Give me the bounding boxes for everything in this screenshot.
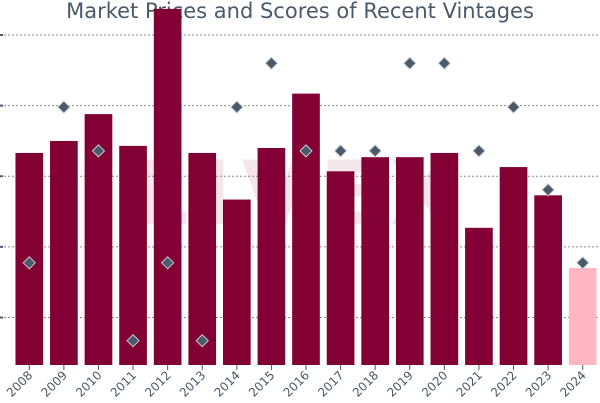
bar-2024 — [568, 268, 597, 365]
x-tick-label-2020: 2020 — [419, 368, 450, 399]
score-marker-2008 — [22, 256, 37, 270]
score-marker-2014 — [230, 100, 244, 114]
bar-2014 — [222, 199, 251, 365]
score-marker-2011 — [126, 333, 140, 348]
x-tick-label-2021: 2021 — [454, 368, 485, 399]
x-tick-label-2024: 2024 — [557, 368, 588, 399]
bar-2018 — [361, 157, 390, 365]
score-marker-2022 — [506, 100, 521, 114]
chart-title: Market Prices and Scores of Recent Vinta… — [66, 0, 534, 23]
x-tick-label-2015: 2015 — [246, 368, 277, 399]
x-tick-label-2019: 2019 — [384, 368, 415, 399]
x-tick-label-2023: 2023 — [523, 368, 554, 399]
x-tick-label-2011: 2011 — [108, 368, 139, 399]
score-marker-2019 — [403, 56, 417, 70]
x-tick-label-2018: 2018 — [350, 368, 381, 399]
score-marker-2018 — [368, 144, 382, 158]
score-marker-2012 — [160, 256, 175, 270]
x-tick-label-2012: 2012 — [142, 368, 173, 399]
bar-2009 — [50, 140, 78, 365]
score-marker-2016 — [299, 144, 313, 158]
score-marker-2013 — [195, 333, 209, 348]
x-tick-label-2010: 2010 — [73, 368, 104, 399]
bar-2011 — [119, 145, 147, 365]
bar-series — [15, 8, 597, 366]
x-tick-label-2008: 2008 — [4, 368, 35, 399]
x-tick-label-2013: 2013 — [177, 368, 208, 399]
score-marker-2015 — [264, 56, 279, 70]
score-markers — [22, 56, 590, 348]
bar-2013 — [188, 152, 217, 365]
score-marker-2010 — [91, 144, 106, 158]
x-tick-label-2022: 2022 — [488, 368, 519, 399]
bar-2016 — [292, 93, 320, 366]
bar-2012 — [153, 8, 182, 366]
x-tick-label-2017: 2017 — [315, 368, 346, 399]
x-tick-label-2014: 2014 — [211, 368, 242, 399]
bar-2015 — [257, 148, 286, 365]
bar-2022 — [499, 167, 528, 365]
score-marker-2021 — [472, 144, 486, 158]
x-tick-label-2009: 2009 — [39, 368, 70, 399]
score-marker-2024 — [575, 256, 590, 270]
score-marker-2009 — [57, 100, 71, 114]
x-axis-tick-labels: 2008 2009 2010 2011 2012 2013 2014 2015 2016 2017… — [4, 365, 589, 400]
x-tick-label-2016: 2016 — [281, 368, 312, 399]
bar-2021 — [465, 227, 493, 365]
bar-2023 — [534, 195, 562, 365]
score-marker-2017 — [333, 144, 348, 158]
score-marker-2020 — [437, 56, 452, 70]
bar-2020 — [430, 152, 459, 365]
score-marker-2023 — [541, 183, 555, 197]
bar-2019 — [395, 157, 424, 365]
bar-2017 — [326, 171, 355, 365]
